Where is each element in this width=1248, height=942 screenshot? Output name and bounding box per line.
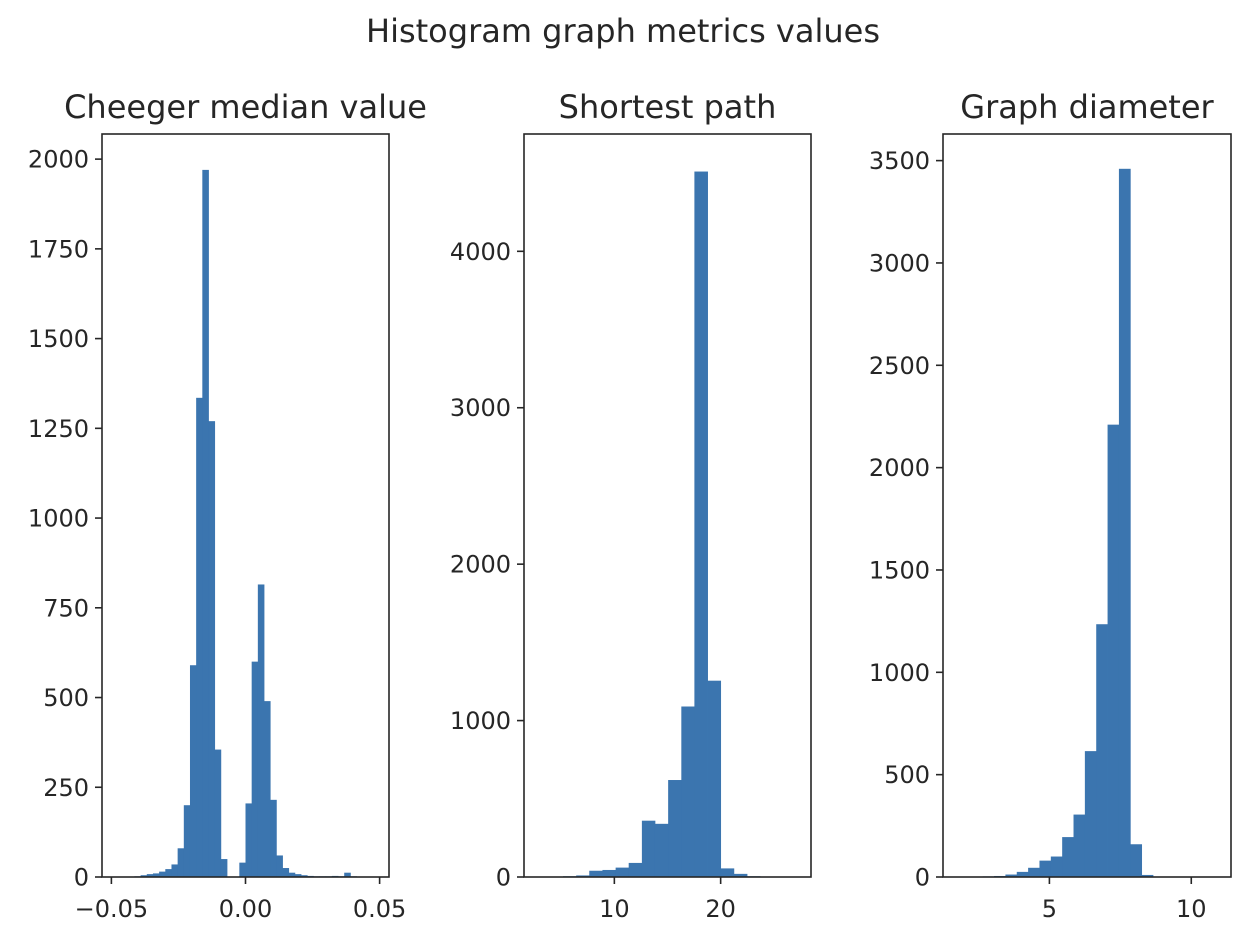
histogram-bar [165, 869, 172, 877]
y-tick-label: 2000 [869, 454, 930, 482]
histogram-bar [159, 871, 166, 877]
y-tick-label: 1250 [28, 415, 89, 443]
histogram-bar [270, 799, 277, 877]
histogram-bar [214, 749, 222, 877]
histogram-bar [707, 680, 722, 877]
histogram-bar [301, 875, 308, 877]
panel-title: Shortest path [559, 88, 777, 126]
y-tick-label: 3000 [869, 249, 930, 277]
histogram-bar [615, 867, 630, 877]
histogram-bar [1028, 867, 1040, 877]
y-tick-label: 1500 [869, 556, 930, 584]
y-tick-label: 750 [43, 594, 89, 622]
histogram-bar [257, 584, 265, 877]
y-tick-label: 1500 [28, 325, 89, 353]
panel-graph-diameter: Graph diameter 5 10 0 500 1000 1500 2000 2500 300… [869, 88, 1232, 923]
histogram-bar [183, 805, 191, 877]
panel-title: Graph diameter [960, 88, 1214, 126]
histogram-bar [177, 848, 185, 877]
y-tick-label: 1000 [450, 707, 511, 735]
histogram-bar [1016, 871, 1029, 877]
axes-frame [942, 133, 1232, 878]
histogram-bar [1130, 844, 1143, 877]
histogram-bar [641, 820, 656, 877]
x-tick-label: 20 [705, 895, 736, 923]
histogram-bar [681, 706, 695, 877]
histogram-bar [152, 873, 160, 877]
histogram-bar [1062, 837, 1074, 877]
histogram-bar [1073, 814, 1086, 877]
histogram-bar [1096, 624, 1108, 877]
y-tick-label: 500 [43, 684, 89, 712]
histogram-bar [1107, 424, 1120, 877]
y-tick-label: 2500 [869, 352, 930, 380]
histogram-bar [1039, 860, 1052, 877]
histogram-bar [251, 661, 259, 877]
histogram-bar [220, 859, 228, 877]
y-tick-label: 0 [915, 864, 930, 892]
histogram-bar [288, 872, 296, 877]
histogram-bar [602, 869, 617, 877]
histogram-bar [140, 875, 148, 877]
histogram-bar [720, 868, 735, 877]
x-tick-label: −0.05 [75, 895, 149, 923]
histogram-bar [1118, 168, 1131, 878]
histogram-bar [189, 665, 197, 877]
panel-shortest-path: Shortest path 10 20 0 1000 2000 3000 4000 [450, 88, 812, 923]
histogram-bar [264, 701, 271, 877]
x-tick-label: 10 [599, 895, 630, 923]
histogram-bar [1050, 856, 1063, 877]
y-tick-label: 250 [43, 774, 89, 802]
y-tick-label: 2000 [450, 551, 511, 579]
panel-title: Cheeger median value [64, 88, 427, 126]
x-tick-label: 5 [1042, 895, 1057, 923]
histogram-bar [344, 872, 351, 877]
histogram-bar [276, 855, 283, 877]
histogram-bar [694, 171, 708, 878]
histogram-bar [146, 874, 154, 877]
y-tick-label: 0 [74, 864, 89, 892]
y-tick-label: 1000 [28, 505, 89, 533]
histogram-bar [1005, 874, 1018, 877]
y-tick-label: 3000 [450, 394, 511, 422]
histogram-bar [668, 780, 682, 877]
x-tick-label: 0.00 [219, 895, 272, 923]
histogram-bar [294, 874, 302, 877]
histogram-bar [282, 868, 290, 877]
histogram-bar [208, 421, 216, 877]
y-tick-label: 1000 [869, 659, 930, 687]
histogram-bar [628, 862, 643, 877]
histogram-bar [171, 864, 179, 877]
y-tick-label: 4000 [450, 238, 511, 266]
axes-frame [523, 133, 812, 878]
y-tick-label: 0 [496, 864, 511, 892]
x-tick-label: 10 [1176, 895, 1207, 923]
histogram-bar [239, 862, 246, 877]
histogram-bar [654, 823, 669, 877]
histogram-bar [1084, 751, 1097, 877]
histogram-bar [202, 169, 209, 877]
y-tick-label: 1750 [28, 235, 89, 263]
x-tick-label: 0.05 [353, 895, 406, 923]
histogram-bar [245, 803, 253, 877]
histogram-bar [733, 873, 748, 877]
panel-cheeger-median: Cheeger median value −0.05 0.00 0.05 0 250 500… [28, 88, 427, 923]
histogram-bar [196, 397, 203, 877]
histogram-bar [589, 870, 603, 877]
histogram-bar [1141, 874, 1154, 877]
figure-title: Histogram graph metrics values [366, 12, 880, 50]
y-tick-label: 500 [884, 761, 930, 789]
y-tick-label: 3500 [869, 147, 930, 175]
y-tick-label: 2000 [28, 146, 89, 174]
